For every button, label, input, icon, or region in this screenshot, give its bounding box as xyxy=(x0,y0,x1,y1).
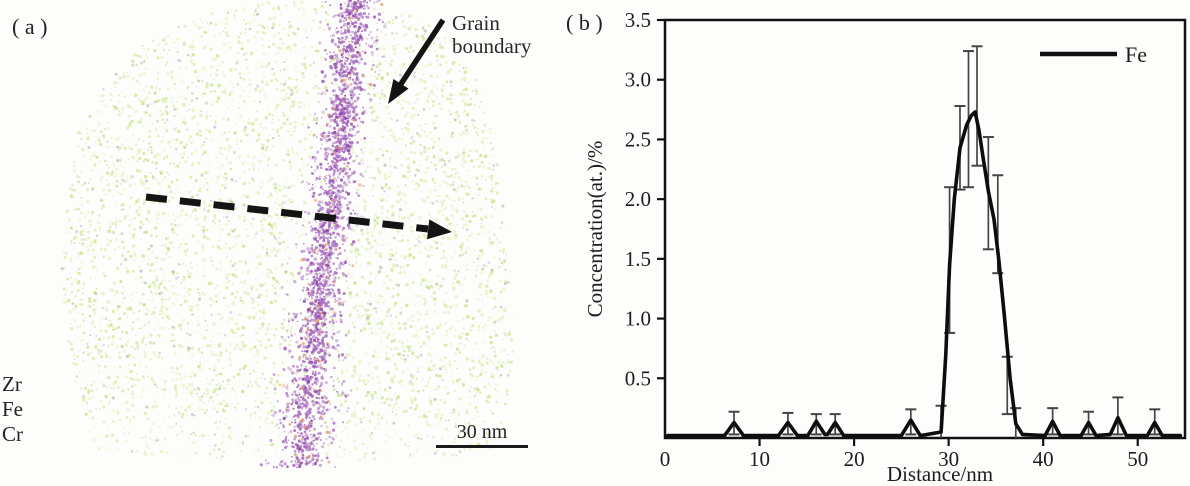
legend-label: Fe xyxy=(1125,42,1147,67)
x-tick-label: 20 xyxy=(844,447,865,471)
y-tick-label: 1.5 xyxy=(625,247,651,271)
scale-bar-line xyxy=(436,445,528,448)
y-axis-title: Concentration(at.)/% xyxy=(583,141,607,318)
apt-point-cloud-image xyxy=(60,0,515,469)
plot-border xyxy=(663,18,1187,440)
panel-b-label: ( b ) xyxy=(566,10,603,35)
scale-bar: 30 nm xyxy=(436,421,528,448)
grain-boundary-dots xyxy=(88,0,499,469)
y-tick-label: 0.5 xyxy=(625,366,651,390)
fe-concentration-chart: 0 10 20 30 40 50 Distance/nm 0.5 1.0 1.5 2.0 2.5 3.0… xyxy=(583,8,1187,486)
x-tick-label: 30 xyxy=(938,447,959,471)
panel-a-label: ( a ) xyxy=(12,14,48,39)
fe-data-line xyxy=(666,110,1183,438)
panel-b-concentration-profile: 0 10 20 30 40 50 Distance/nm 0.5 1.0 1.5 2.0 2.5 3.0… xyxy=(560,0,1190,486)
y-tick-label: 2.0 xyxy=(625,187,651,211)
y-tick-label: 2.5 xyxy=(625,127,651,151)
zr-matrix-dots xyxy=(60,0,515,463)
ion-label-zr: Zr xyxy=(2,372,22,396)
y-tick-label: 1.0 xyxy=(625,307,651,331)
ion-species-legend: Zr Fe Cr xyxy=(2,372,23,447)
x-tick-label: 40 xyxy=(1033,447,1054,471)
y-tick-label: 3.5 xyxy=(625,8,651,32)
panel-a-apt-reconstruction: ( a ) Grain boundary Zr Fe Cr 30 nm xyxy=(0,0,560,486)
x-tick-label: 50 xyxy=(1127,447,1148,471)
grain-boundary-label-line1: Grain xyxy=(452,11,500,35)
composition-profile-arrow xyxy=(145,193,452,240)
x-axis-title: Distance/nm xyxy=(887,462,993,486)
legend: Fe xyxy=(1040,42,1147,67)
grain-boundary-label: Grain boundary xyxy=(452,12,531,58)
grain-boundary-label-line2: boundary xyxy=(452,34,532,58)
ion-label-fe: Fe xyxy=(2,397,23,421)
y-tick-label: 3.0 xyxy=(625,68,651,92)
x-axis: 0 10 20 30 40 50 Distance/nm xyxy=(660,438,1148,486)
scale-bar-label: 30 nm xyxy=(456,421,508,443)
grain-boundary-arrow xyxy=(388,18,446,104)
x-tick-label: 10 xyxy=(749,447,770,471)
x-tick-label: 0 xyxy=(660,447,671,471)
y-axis: 0.5 1.0 1.5 2.0 2.5 3.0 3.5 Concentration(at.)/… xyxy=(583,8,665,390)
ion-label-cr: Cr xyxy=(2,422,23,446)
